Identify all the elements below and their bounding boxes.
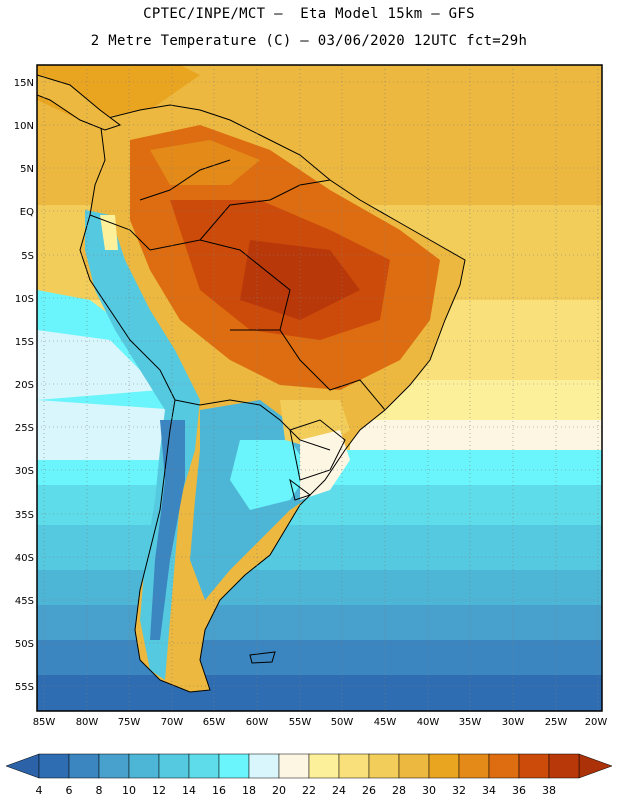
map-panel [37, 65, 602, 711]
colorbar-swatch [338, 753, 370, 779]
colorbar-label: 20 [272, 784, 286, 797]
lat-tick: 15S [15, 337, 34, 348]
colorbar-label: 4 [36, 784, 43, 797]
colorbar-swatch [488, 753, 520, 779]
colorbar-swatch [98, 753, 130, 779]
lat-tick: 15N [14, 78, 34, 89]
lat-tick: 25S [15, 423, 34, 434]
colorbar-label: 22 [302, 784, 316, 797]
lat-tick: 5N [20, 164, 34, 175]
colorbar-swatch [128, 753, 160, 779]
colorbar-label: 34 [482, 784, 496, 797]
colorbar-label: 12 [152, 784, 166, 797]
colorbar-swatch [278, 753, 310, 779]
country-borders [79, 104, 466, 693]
lat-tick: 40S [15, 553, 34, 564]
lon-axis: 85W 80W 75W 70W 65W 60W 55W 50W 45W 40W … [33, 717, 608, 728]
colorbar-label: 6 [66, 784, 73, 797]
lat-tick: 5S [21, 251, 34, 262]
lat-tick: 35S [15, 510, 34, 521]
colorbar-label: 24 [332, 784, 346, 797]
map-frame [36, 64, 603, 712]
colorbar-label: 8 [96, 784, 103, 797]
lon-tick: 35W [459, 717, 482, 728]
lon-tick: 20W [585, 717, 608, 728]
colorbar-swatch [68, 753, 100, 779]
colorbar-swatch [458, 753, 490, 779]
colorbar-high-arrow [578, 753, 613, 779]
colorbar-label: 28 [392, 784, 406, 797]
lon-tick: 40W [417, 717, 440, 728]
lat-axis: 15N 10N 5N EQ 5S 10S 15S 20S 25S 30S 35S… [14, 78, 34, 693]
lon-tick: 45W [374, 717, 397, 728]
colorbar-swatch [428, 753, 460, 779]
colorbar-label: 32 [452, 784, 466, 797]
colorbar: 4 6 8 10 12 14 16 18 20 22 24 26 28 30 32 34 36 38 [5, 753, 613, 797]
colorbar-swatch [38, 753, 70, 779]
lon-tick: 30W [502, 717, 525, 728]
colorbar-swatch [308, 753, 340, 779]
colorbar-label: 36 [512, 784, 526, 797]
colorbar-label: 26 [362, 784, 376, 797]
colorbar-swatch [158, 753, 190, 779]
colorbar-label: 10 [122, 784, 136, 797]
lon-tick: 55W [289, 717, 312, 728]
lon-tick: 65W [203, 717, 226, 728]
lat-tick: 10N [14, 121, 34, 132]
colorbar-swatch [548, 753, 580, 779]
colorbar-swatch [398, 753, 430, 779]
lon-tick: 60W [246, 717, 269, 728]
lon-tick: 80W [76, 717, 99, 728]
lon-tick: 85W [33, 717, 56, 728]
lon-tick: 75W [118, 717, 141, 728]
colorbar-swatch [218, 753, 250, 779]
colorbar-label: 30 [422, 784, 436, 797]
colorbar-label: 38 [542, 784, 556, 797]
map-subtitle: 2 Metre Temperature (C) – 03/06/2020 12U… [90, 33, 528, 49]
colorbar-swatch [248, 753, 280, 779]
colorbar-swatch [368, 753, 400, 779]
colorbar-swatch [518, 753, 550, 779]
lon-tick: 25W [545, 717, 568, 728]
lat-tick: 10S [15, 294, 34, 305]
map-title: CPTEC/INPE/MCT – Eta Model 15km – GFS [143, 6, 475, 22]
lat-tick: 55S [15, 682, 34, 693]
lat-tick: 45S [15, 596, 34, 607]
colorbar-low-arrow [5, 753, 40, 779]
colorbar-label: 14 [182, 784, 196, 797]
lat-tick: EQ [20, 207, 34, 218]
lon-tick: 50W [331, 717, 354, 728]
lon-tick: 70W [161, 717, 184, 728]
colorbar-swatch [188, 753, 220, 779]
colorbar-label: 18 [242, 784, 256, 797]
lat-tick: 50S [15, 639, 34, 650]
lat-tick: 30S [15, 466, 34, 477]
colorbar-label: 16 [212, 784, 226, 797]
lat-tick: 20S [15, 380, 34, 391]
